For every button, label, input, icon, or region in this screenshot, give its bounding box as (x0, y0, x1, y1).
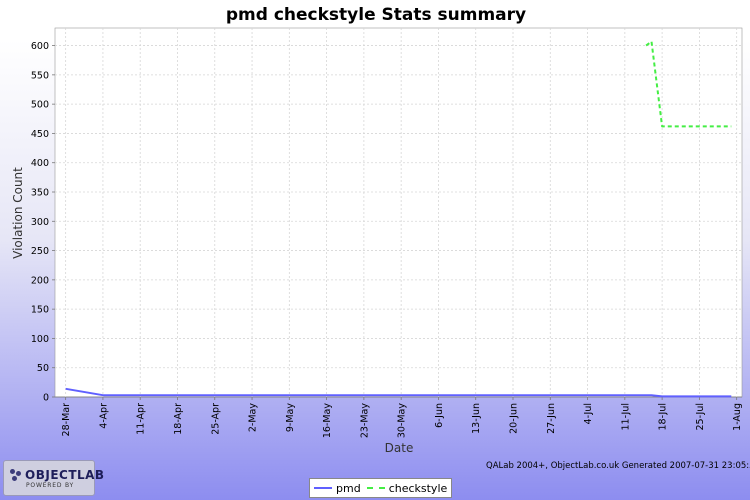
legend-item-checkstyle: checkstyle (366, 481, 448, 495)
x-axis-ticks: 28-Mar 4-Apr 11-Apr 18-Apr 25-Apr 2-May 9-May 1… (61, 397, 743, 438)
logo-name: OBJECTLAB (25, 467, 105, 482)
y-tick-label: 250 (31, 246, 49, 257)
x-tick-label: 11-Jul (620, 403, 631, 431)
y-tick-label: 100 (31, 334, 49, 345)
y-tick-label: 350 (31, 188, 49, 199)
x-tick-label: 20-Jun (509, 403, 520, 434)
plot-area (54, 27, 743, 398)
legend-item-pmd: pmd (314, 482, 361, 495)
x-tick-label: 25-Jul (695, 403, 706, 431)
y-tick-label: 300 (31, 217, 49, 228)
y-tick-label: 0 (43, 393, 49, 404)
x-tick-label: 23-May (359, 403, 370, 439)
y-tick-label: 450 (31, 129, 49, 140)
legend-swatch (314, 487, 332, 489)
series-line-pmd (65, 387, 732, 398)
x-tick-label: 18-Jul (658, 403, 669, 431)
y-tick-label: 400 (31, 158, 49, 169)
x-tick-label: 27-Jun (546, 403, 557, 434)
x-axis-label: Date (385, 441, 414, 455)
y-tick-label: 500 (31, 100, 49, 111)
x-tick-label: 28-Mar (61, 403, 72, 437)
legend: pmd checkstyle (309, 478, 453, 498)
objectlab-logo: OBJECTLAB POWERED BY (3, 460, 104, 496)
chart-title: pmd checkstyle Stats summary (226, 5, 526, 25)
x-tick-label: 1-Aug (732, 403, 743, 431)
x-tick-label: 4-Apr (98, 403, 109, 429)
generated-credit: QALab 2004+, ObjectLab.co.uk Generated 2… (486, 461, 750, 471)
y-axis-ticks: 0 50 100 150 200 250 300 350 400 450 500 550 600 (31, 41, 55, 404)
x-tick-label: 25-Apr (210, 403, 221, 435)
legend-label: checkstyle (388, 481, 448, 495)
logo-tagline: POWERED BY (26, 481, 75, 489)
x-tick-label: 2-May (248, 403, 259, 432)
y-tick-label: 200 (31, 275, 49, 286)
plot-background (54, 27, 743, 398)
y-tick-label: 150 (31, 305, 49, 316)
objectlab-logo-icon (10, 468, 22, 481)
x-tick-label: 4-Jul (583, 403, 594, 424)
series-lines (65, 40, 732, 398)
x-tick-label: 9-May (285, 403, 296, 432)
x-tick-label: 16-May (322, 403, 333, 439)
y-axis-label: Violation Count (11, 167, 25, 259)
x-tick-label: 11-Apr (136, 403, 147, 435)
x-tick-label: 6-Jun (434, 403, 445, 428)
legend-label: pmd (336, 481, 361, 495)
y-tick-label: 50 (37, 363, 49, 374)
y-tick-label: 550 (31, 70, 49, 81)
y-tick-label: 600 (31, 41, 49, 52)
x-tick-label: 13-Jun (471, 403, 482, 434)
grid-lines (55, 28, 742, 398)
legend-swatch (366, 487, 385, 489)
x-tick-label: 18-Apr (173, 403, 184, 435)
series-line-checkstyle (645, 40, 732, 128)
x-tick-label: 30-May (397, 403, 408, 439)
